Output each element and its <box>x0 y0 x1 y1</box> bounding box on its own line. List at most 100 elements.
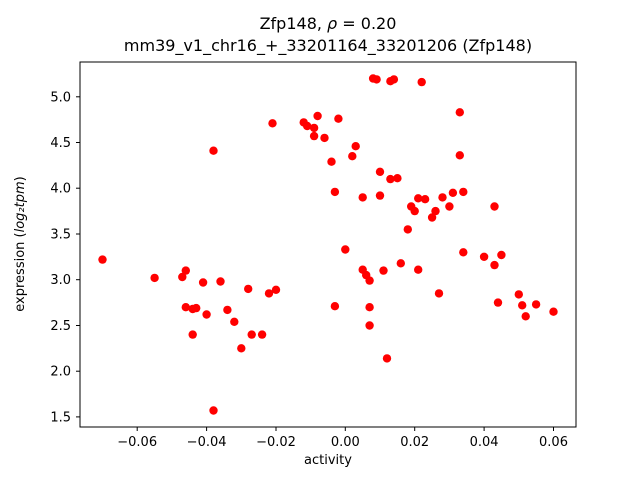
x-tick-label: 0.02 <box>400 435 429 450</box>
scatter-point <box>209 406 218 415</box>
x-tick-label: −0.02 <box>256 435 296 450</box>
x-tick-label: −0.04 <box>187 435 227 450</box>
y-tick-label: 3.5 <box>50 228 71 243</box>
scatter-point <box>216 277 225 286</box>
title-rho-symbol: ρ <box>327 14 337 33</box>
y-axis-ticks: 1.5 2.0 2.5 3.0 3.5 4.0 4.5 5.0 <box>50 90 80 425</box>
scatter-point <box>230 317 239 326</box>
scatter-point <box>330 187 340 197</box>
scatter-point <box>327 157 336 166</box>
scatter-point <box>365 303 374 312</box>
scatter-point <box>497 250 506 260</box>
x-tick-label: 0.06 <box>539 435 568 450</box>
y-tick-label: 5.0 <box>50 90 71 105</box>
scatter-point <box>438 193 447 202</box>
scatter-point <box>410 206 419 216</box>
scatter-point <box>303 121 312 131</box>
scatter-point <box>178 272 187 282</box>
scatter-point <box>223 305 232 315</box>
scatter-point <box>414 265 423 274</box>
scatter-point <box>244 284 253 294</box>
scatter-point <box>313 111 322 121</box>
scatter-point <box>490 260 499 270</box>
scatter-point <box>386 174 395 184</box>
x-axis-label: activity <box>304 453 352 468</box>
scatter-point <box>531 300 541 309</box>
scatter-point <box>459 248 468 257</box>
scatter-point <box>434 289 444 298</box>
y-label-math: log₂tpm <box>13 181 28 232</box>
scatter-point <box>514 290 523 299</box>
scatter-point <box>420 195 430 204</box>
chart-title-line2: mm39_v1_chr16_+_33201164_33201206 (Zfp14… <box>124 36 532 56</box>
scatter-point <box>393 174 402 183</box>
data-points <box>98 74 558 415</box>
scatter-point <box>181 266 190 275</box>
scatter-point <box>309 123 319 133</box>
scatter-point <box>320 133 329 143</box>
scatter-point <box>358 193 367 202</box>
scatter-point <box>455 151 464 160</box>
x-tick-label: 0.04 <box>470 435 499 450</box>
y-tick-label: 3.0 <box>50 273 71 288</box>
title-gene-text: Zfp148, <box>260 14 327 33</box>
y-tick-label: 1.5 <box>50 410 71 425</box>
scatter-point <box>271 285 281 294</box>
y-axis-label: expression (log₂tpm) <box>13 176 28 311</box>
y-label-suffix: ) <box>13 176 28 181</box>
scatter-point <box>351 142 360 151</box>
scatter-point <box>445 202 454 211</box>
scatter-point <box>417 77 426 87</box>
scatter-point <box>309 131 319 141</box>
y-tick-label: 2.0 <box>50 365 71 380</box>
scatter-point <box>188 330 197 339</box>
y-label-prefix: expression ( <box>13 232 28 311</box>
scatter-point <box>237 344 246 353</box>
scatter-point <box>257 330 267 339</box>
scatter-point <box>382 354 392 363</box>
scatter-point <box>493 298 503 307</box>
scatter-point <box>379 266 388 275</box>
scatter-point <box>348 152 357 161</box>
scatter-point <box>375 167 385 176</box>
scatter-point <box>414 194 423 203</box>
scatter-point <box>479 252 489 261</box>
axes-frame <box>79 61 577 428</box>
scatter-point <box>341 245 350 254</box>
scatter-point <box>209 146 218 155</box>
scatter-point <box>264 289 274 298</box>
scatter-point <box>365 276 374 285</box>
scatter-point <box>403 225 412 234</box>
chart-title-line1: Zfp148, ρ = 0.20 <box>260 14 397 33</box>
scatter-point <box>198 278 208 287</box>
scatter-point <box>427 213 437 222</box>
scatter-point <box>396 259 405 268</box>
scatter-point <box>181 303 190 312</box>
scatter-point <box>549 307 558 316</box>
y-tick-label: 4.5 <box>50 136 71 151</box>
scatter-point <box>334 114 343 123</box>
y-tick-label: 4.0 <box>50 182 71 197</box>
y-tick-label: 2.5 <box>50 319 71 334</box>
scatter-point <box>192 303 201 313</box>
x-tick-label: −0.06 <box>117 435 157 450</box>
title-rho-value: = 0.20 <box>337 14 396 33</box>
scatter-point <box>372 75 381 84</box>
scatter-point <box>389 75 399 84</box>
scatter-point <box>247 330 256 339</box>
x-tick-label: 0.00 <box>331 435 360 450</box>
scatter-point <box>330 302 340 311</box>
x-axis-ticks: −0.06 −0.04 −0.02 0.00 0.02 0.04 0.06 <box>117 427 568 450</box>
scatter-point <box>375 191 385 200</box>
scatter-point <box>521 312 530 321</box>
scatter-point <box>431 206 440 216</box>
scatter-point <box>518 301 527 310</box>
scatter-point <box>365 321 374 330</box>
scatter-point <box>448 188 458 197</box>
scatter-point <box>490 202 499 211</box>
scatter-point <box>268 119 277 128</box>
scatter-point <box>459 187 468 197</box>
scatter-point <box>455 108 464 117</box>
